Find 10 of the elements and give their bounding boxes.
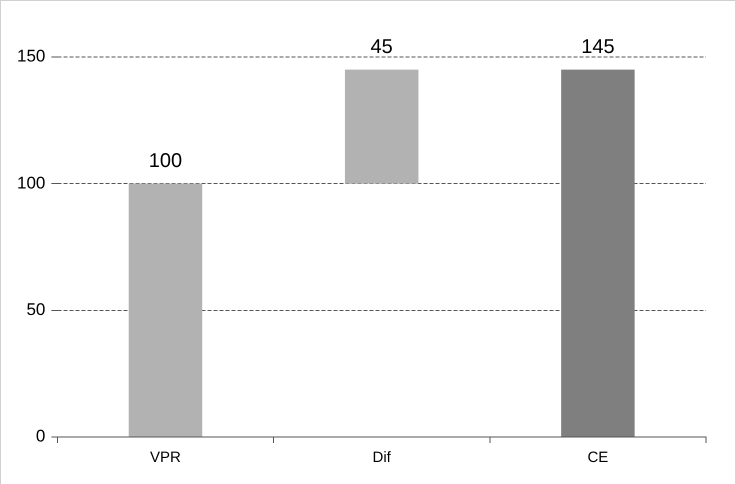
- y-tick-label: 50: [26, 300, 46, 320]
- x-tick-label: CE: [587, 449, 608, 466]
- y-tick-label: 0: [36, 426, 46, 446]
- data-label: 145: [581, 36, 615, 58]
- y-tick-label: 150: [16, 46, 46, 66]
- x-tick-label: VPR: [150, 449, 182, 466]
- x-tick-label: Dif: [372, 449, 392, 466]
- y-tick-label: 100: [16, 173, 46, 192]
- data-label: 45: [370, 36, 393, 58]
- data-label: 100: [148, 150, 182, 172]
